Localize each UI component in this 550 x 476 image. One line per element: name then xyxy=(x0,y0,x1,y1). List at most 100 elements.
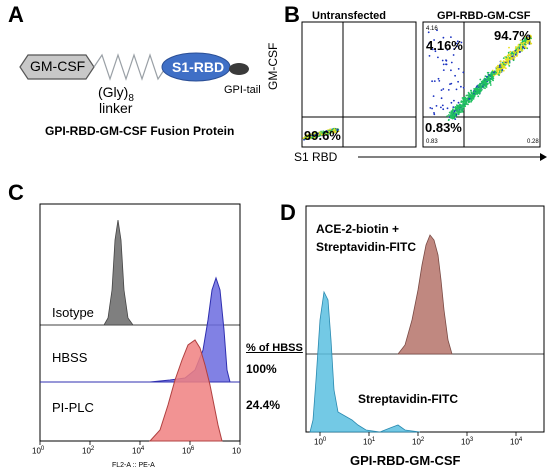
scatter-dot xyxy=(462,71,465,74)
scatter-dot xyxy=(498,68,500,70)
scatter-dot xyxy=(468,98,470,100)
scatter-dot xyxy=(479,85,482,87)
scatter-dot xyxy=(495,68,498,71)
scatter-dot xyxy=(446,107,449,110)
scatter-dot xyxy=(332,130,334,133)
scatter-dot xyxy=(433,39,435,41)
scatter-dot xyxy=(470,89,472,92)
scatter-dot xyxy=(513,58,516,60)
scatter-dot xyxy=(447,114,450,116)
scatter-dot xyxy=(474,92,476,94)
panel-letter-b: B xyxy=(284,2,300,27)
transfected-ur-percent: 94.7% xyxy=(494,28,531,43)
scatter-dot xyxy=(518,46,521,49)
panel-c-xtick-2: 104 xyxy=(132,446,145,456)
panel-c-x-ticks xyxy=(39,441,241,445)
scatter-dot xyxy=(501,61,504,64)
scatter-dot xyxy=(456,104,458,107)
scatter-dot xyxy=(450,111,453,113)
panel-letter-a: A xyxy=(8,2,24,27)
linker-label: (Gly)8 xyxy=(98,84,134,104)
scatter-dot xyxy=(514,53,517,56)
panel-d-x-ticks xyxy=(319,432,517,436)
scatter-dot xyxy=(451,109,454,112)
scatter-dot xyxy=(330,129,332,132)
scatter-dot xyxy=(453,115,455,117)
scatter-dot xyxy=(529,42,532,44)
scatter-dot xyxy=(462,101,465,104)
scatter-dot xyxy=(507,51,510,54)
scatter-dot xyxy=(507,60,509,63)
transfected-lr-small: 0.28 xyxy=(527,139,539,145)
scatter-dot xyxy=(460,104,463,106)
scatter-dot xyxy=(461,104,464,107)
scatter-dot xyxy=(467,91,470,94)
scatter-dot xyxy=(454,108,457,110)
streptavidin-histogram xyxy=(309,290,421,433)
scatter-dot xyxy=(447,89,450,91)
scatter-dot xyxy=(483,77,486,80)
scatter-dot xyxy=(497,71,499,74)
pct-header: % of HBSS xyxy=(246,342,303,354)
scatter-dot xyxy=(517,43,520,46)
scatter-dot xyxy=(464,98,466,100)
scatter-dot xyxy=(506,54,509,57)
scatter-dot xyxy=(512,52,515,55)
scatter-dot xyxy=(484,80,487,83)
scatter-dot xyxy=(462,86,465,89)
scatter-dot xyxy=(325,133,328,135)
scatter-dot xyxy=(509,58,512,61)
linker-main: (Gly) xyxy=(98,84,129,100)
scatter-dot xyxy=(506,58,509,60)
scatter-dot xyxy=(457,68,460,70)
scatter-dot xyxy=(508,65,511,67)
fusion-protein-caption: GPI-RBD-GM-CSF Fusion Protein xyxy=(45,124,235,138)
scatter-dot xyxy=(450,101,453,104)
scatter-dot xyxy=(487,79,489,82)
scatter-dot xyxy=(524,43,527,46)
scatter-dot xyxy=(453,48,455,50)
scatter-dot xyxy=(508,54,511,56)
scatter-dot xyxy=(442,108,445,111)
panel-c-xtick-1: 102 xyxy=(82,446,95,456)
scatter-dot xyxy=(525,39,528,41)
scatter-dot xyxy=(317,132,319,135)
scatter-dot xyxy=(502,57,505,59)
linker-zigzag xyxy=(93,53,167,81)
panel-c-xtick-0: 100 xyxy=(32,446,45,456)
scatter-dot xyxy=(432,95,435,97)
scatter-dot xyxy=(315,136,318,139)
scatter-dot xyxy=(310,135,312,138)
scatter-dot xyxy=(499,70,502,73)
scatter-dot xyxy=(453,99,455,102)
scatter-dot xyxy=(530,37,532,40)
panel-d-xlabel: GPI-RBD-GM-CSF xyxy=(350,453,461,468)
scatter-dot xyxy=(481,83,484,85)
scatter-dot xyxy=(454,106,457,108)
scatter-dot xyxy=(497,70,499,72)
gpi-tail-shape xyxy=(229,63,249,75)
s1rbd-axis-label: S1 RBD xyxy=(294,150,338,164)
scatter-dot xyxy=(465,103,468,105)
scatter-dot xyxy=(512,50,515,53)
scatter-dot xyxy=(484,75,487,78)
scatter-dot xyxy=(450,69,452,72)
scatter-dot xyxy=(491,70,494,73)
scatter-dot xyxy=(483,82,485,84)
panel-d-frame xyxy=(305,205,545,433)
scatter-dot xyxy=(492,77,495,80)
scatter-dot xyxy=(513,56,516,59)
scatter-dot xyxy=(466,97,468,100)
scatter-dot xyxy=(490,78,493,81)
scatter-dot xyxy=(473,88,475,90)
scatter-dot xyxy=(319,134,321,137)
transfected-ll-percent: 0.83% xyxy=(425,120,462,135)
scatter-dot xyxy=(450,82,453,85)
scatter-dot xyxy=(450,115,453,118)
scatter-dot xyxy=(509,50,512,53)
scatter-dot xyxy=(440,106,442,109)
scatter-dot xyxy=(442,63,445,66)
scatter-dot xyxy=(458,104,461,106)
scatter-dot xyxy=(521,47,524,50)
